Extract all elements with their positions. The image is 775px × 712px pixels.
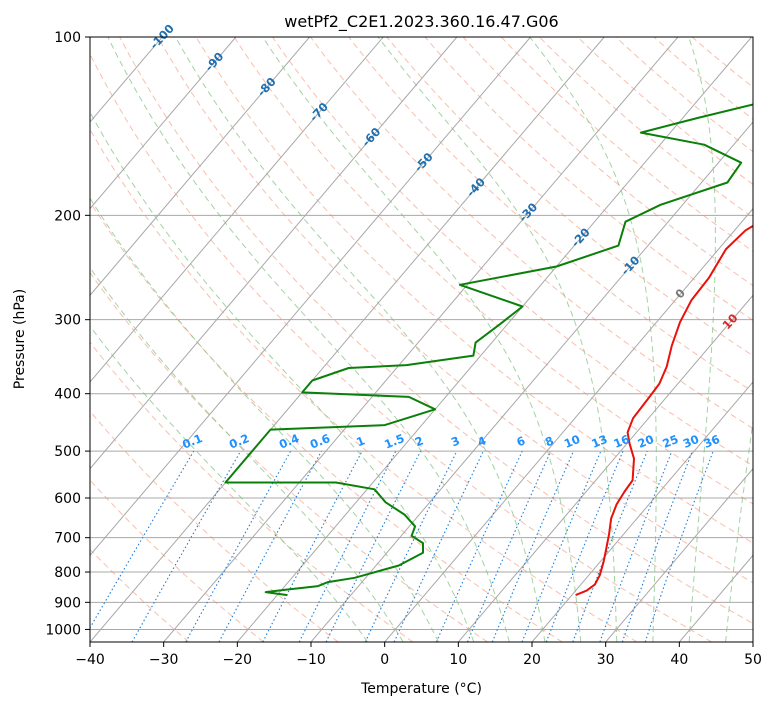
x-tick-label: 30 (597, 652, 615, 668)
y-axis-label: Pressure (hPa) (12, 289, 28, 389)
x-tick-label: 50 (744, 652, 762, 668)
x-tick-label: −40 (75, 652, 105, 668)
y-tick-label: 600 (54, 491, 81, 507)
y-tick-label: 500 (54, 444, 81, 460)
y-tick-label: 400 (54, 387, 81, 403)
x-tick-label: −10 (296, 652, 326, 668)
y-tick-label: 300 (54, 313, 81, 329)
y-tick-label: 800 (54, 565, 81, 581)
y-tick-label: 700 (54, 531, 81, 547)
y-tick-label: 1000 (45, 622, 81, 638)
x-tick-label: 10 (449, 652, 467, 668)
x-tick-label: 0 (380, 652, 389, 668)
x-axis-label: Temperature (°C) (360, 681, 482, 697)
x-tick-label: 20 (523, 652, 541, 668)
chart-title: wetPf2_C2E1.2023.360.16.47.G06 (284, 12, 558, 32)
x-tick-label: −20 (223, 652, 253, 668)
y-tick-label: 200 (54, 208, 81, 224)
x-tick-label: −30 (149, 652, 179, 668)
x-tick-label: 40 (670, 652, 688, 668)
y-tick-label: 900 (54, 595, 81, 611)
y-tick-label: 100 (54, 30, 81, 46)
